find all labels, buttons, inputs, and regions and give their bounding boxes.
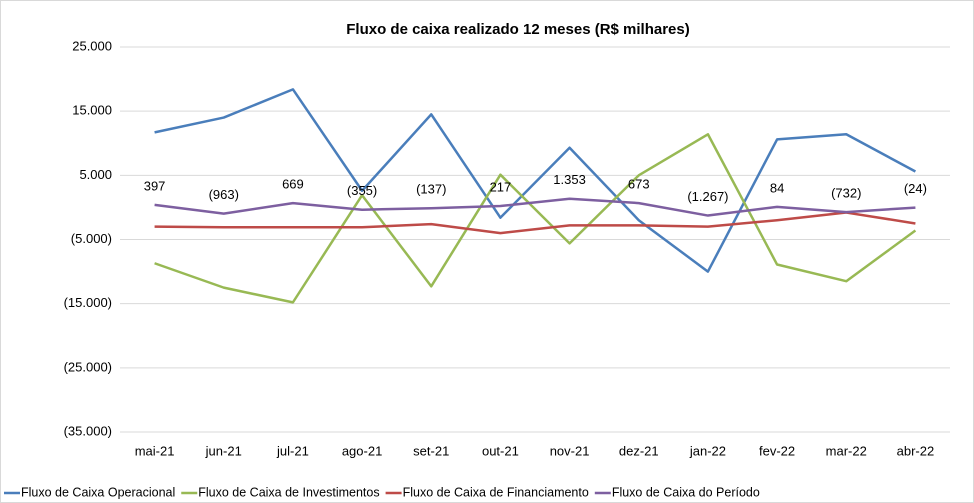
x-tick-label: mar-22 — [826, 443, 867, 458]
data-label: (963) — [209, 187, 239, 202]
y-tick-label: (25.000) — [64, 359, 112, 374]
data-label: (355) — [347, 183, 377, 198]
y-tick-label: (35.000) — [64, 423, 112, 438]
series-line — [154, 197, 916, 217]
data-label: (1.267) — [687, 189, 728, 204]
x-tick-label: mai-21 — [135, 443, 175, 458]
x-tick-label: jan-22 — [689, 443, 726, 458]
data-label: 84 — [770, 180, 784, 195]
data-label: 669 — [282, 177, 304, 192]
series-line — [154, 133, 917, 304]
data-label: 673 — [628, 177, 650, 192]
legend-label: Fluxo de Caixa Operacional — [21, 485, 175, 499]
legend-label: Fluxo de Caixa do Período — [612, 485, 760, 499]
data-label: 1.353 — [553, 172, 586, 187]
x-tick-label: dez-21 — [619, 443, 659, 458]
y-tick-label: (15.000) — [64, 295, 112, 310]
data-label: (732) — [831, 186, 861, 201]
x-tick-label: out-21 — [482, 443, 519, 458]
legend-label: Fluxo de Caixa de Financiamento — [403, 485, 589, 499]
x-tick-label: nov-21 — [550, 443, 590, 458]
y-tick-label: 15.000 — [72, 103, 112, 118]
y-tick-label: 25.000 — [72, 38, 112, 53]
x-tick-label: jun-21 — [205, 443, 242, 458]
data-label: (24) — [904, 181, 927, 196]
x-tick-label: set-21 — [413, 443, 449, 458]
x-tick-label: fev-22 — [759, 443, 795, 458]
y-tick-label: 5.000 — [79, 167, 112, 182]
y-tick-label: (5.000) — [71, 231, 112, 246]
chart-title: Fluxo de caixa realizado 12 meses (R$ mi… — [346, 21, 690, 38]
data-label: (137) — [416, 182, 446, 197]
x-tick-label: abr-22 — [897, 443, 935, 458]
series-line — [154, 211, 916, 235]
data-label: 397 — [144, 178, 166, 193]
legend-label: Fluxo de Caixa de Investimentos — [198, 485, 379, 499]
x-tick-label: jul-21 — [276, 443, 309, 458]
data-label: 217 — [490, 179, 512, 194]
series-line — [154, 88, 917, 273]
x-tick-label: ago-21 — [342, 443, 382, 458]
